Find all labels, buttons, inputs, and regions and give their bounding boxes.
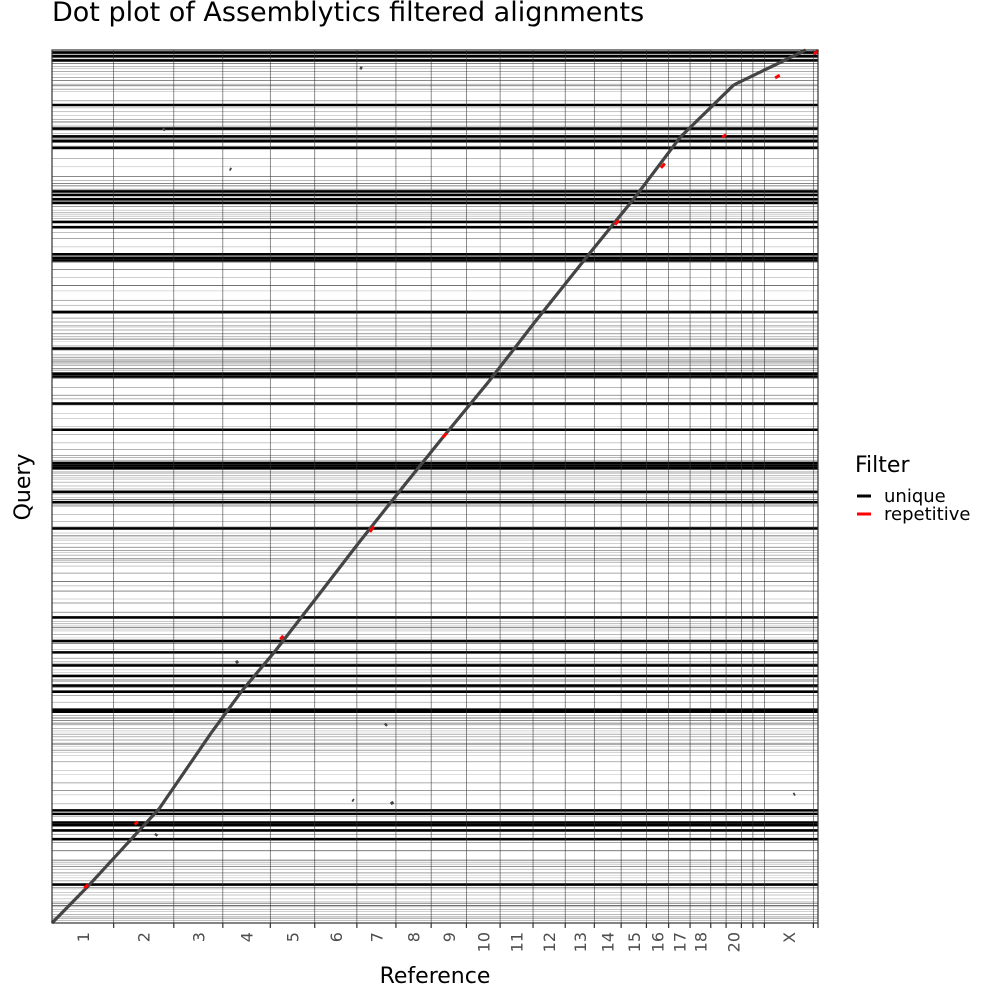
unique-alignment-segment — [272, 599, 317, 654]
repetitive-alignment-segment — [279, 634, 285, 641]
unique-alignment-segment — [733, 48, 807, 87]
legend-title: Filter — [855, 453, 910, 478]
unique-alignment-segment — [50, 884, 90, 925]
unique-alignment-segment — [389, 800, 395, 806]
x-tick-label: 15 — [625, 932, 644, 952]
unique-alignment-segment — [359, 65, 363, 70]
legend-label-unique: unique — [884, 486, 946, 507]
x-tick-label: 12 — [540, 932, 559, 952]
unique-alignment-segment — [210, 689, 244, 734]
unique-alignment-segment — [313, 542, 360, 601]
unique-alignment-segment — [357, 488, 402, 545]
unique-alignment-segment — [487, 321, 536, 383]
x-tick-label: 9 — [440, 932, 459, 942]
unique-alignment-segment — [154, 832, 159, 837]
unique-alignment-segment — [161, 127, 166, 132]
unique-alignment-segment — [679, 83, 735, 139]
repetitive-alignment-segment — [83, 883, 90, 890]
repetitive-alignment-segment — [613, 219, 620, 226]
unique-alignment-segment — [351, 798, 355, 803]
repetitive-alignment-segment — [813, 49, 820, 56]
x-tick-label: 18 — [691, 932, 710, 952]
unique-alignment-segment — [228, 167, 233, 171]
x-tick-label: 7 — [367, 932, 386, 942]
unique-alignment-segment — [632, 136, 682, 200]
x-tick-label: 13 — [571, 932, 590, 952]
x-tick-label: 3 — [189, 932, 208, 942]
unique-alignment-segment — [533, 254, 590, 324]
x-tick-label: 1 — [74, 932, 93, 942]
plot-area — [50, 48, 820, 925]
unique-alignment-segment — [240, 651, 276, 692]
x-tick-label: 6 — [327, 932, 346, 942]
y-axis-title: Query — [11, 454, 36, 521]
x-tick-label: 20 — [725, 932, 744, 952]
repetitive-alignment-segment — [774, 74, 781, 80]
unique-alignment-segment — [234, 659, 240, 665]
unique-alignment-segment — [792, 792, 796, 797]
unique-alignment-segment — [586, 197, 636, 257]
repetitive-alignment-segment — [721, 133, 727, 139]
x-tick-label: 4 — [238, 932, 257, 942]
x-tick-label: 16 — [649, 932, 668, 952]
plot-background — [52, 50, 818, 923]
x-tick-label: 14 — [599, 932, 618, 952]
x-axis-title: Reference — [380, 964, 491, 989]
x-axis-ticks: 1 2 3 4 5 6 7 8 9 10 11 12 13 14 15 16 17 18 20 X — [74, 923, 819, 952]
x-tick-label: 5 — [284, 932, 303, 942]
legend-label-repetitive: repetitive — [884, 504, 970, 525]
x-tick-label: 2 — [135, 932, 154, 942]
x-tick-label: 17 — [670, 932, 689, 952]
unique-alignment-segment — [441, 380, 490, 439]
plot-border — [51, 49, 819, 924]
repetitive-alignment-segment — [659, 162, 666, 169]
x-tick-label: 10 — [474, 932, 493, 952]
x-tick-label: 8 — [405, 932, 424, 942]
chart-title: Dot plot of Assemblytics filtered alignm… — [52, 0, 644, 28]
alignment-segments — [50, 48, 820, 925]
repetitive-alignment-segment — [441, 432, 448, 439]
unique-alignment-segment — [157, 731, 213, 810]
repetitive-alignment-segment — [368, 525, 375, 533]
unique-alignment-segment — [399, 436, 444, 491]
x-tick-label: 11 — [508, 932, 527, 952]
x-tick-label: X — [780, 932, 799, 943]
unique-alignment-segment — [384, 722, 388, 727]
unique-alignment-segment — [87, 807, 161, 887]
repetitive-alignment-segment — [133, 820, 139, 826]
